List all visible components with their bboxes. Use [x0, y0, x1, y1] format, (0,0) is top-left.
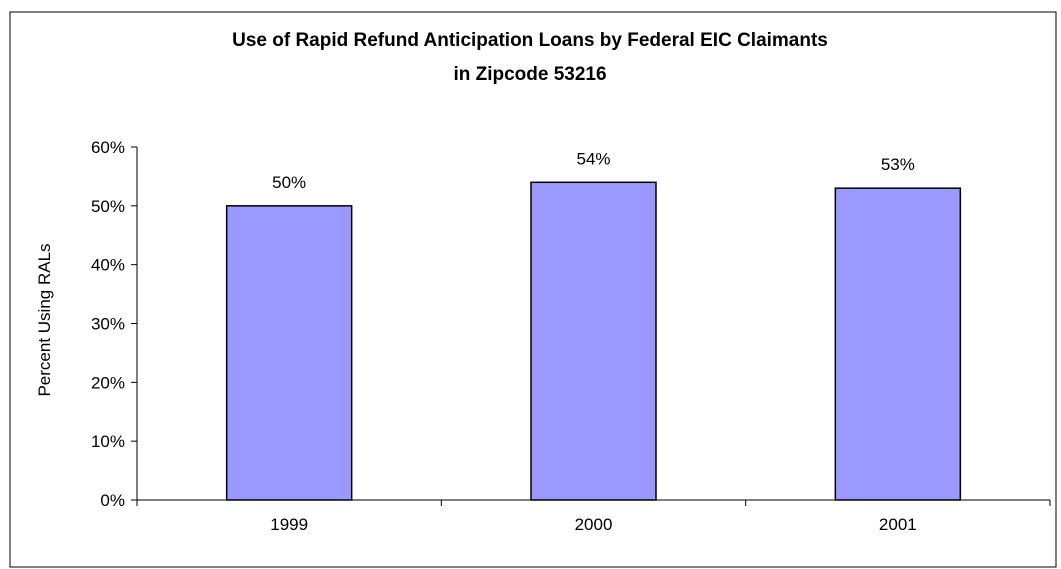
data-label-2001: 53%	[881, 155, 915, 174]
data-labels: 50% 54% 53%	[272, 149, 915, 192]
x-tick-label: 2001	[879, 515, 917, 534]
bars-series	[225, 181, 962, 501]
x-tick-label: 2000	[575, 515, 613, 534]
chart-title: Use of Rapid Refund Anticipation Loans b…	[232, 30, 828, 51]
y-axis-title: Percent Using RALs	[35, 243, 54, 396]
bar-1999	[225, 205, 353, 501]
bar-2000	[530, 181, 657, 501]
y-tick-label: 50%	[91, 197, 125, 216]
plot-area: 0% 10% 20% 30% 40% 50% 60% 1999 2000 2001 50% 54%…	[91, 138, 1051, 534]
y-tick-label: 60%	[91, 138, 125, 157]
y-axis: 0% 10% 20% 30% 40% 50% 60%	[91, 138, 138, 510]
data-label-2000: 54%	[576, 149, 610, 168]
y-tick-label: 10%	[91, 432, 125, 451]
y-tick-label: 0%	[100, 491, 125, 510]
y-tick-label: 30%	[91, 315, 125, 334]
y-tick-label: 20%	[91, 373, 125, 392]
chart-subtitle: in Zipcode 53216	[453, 64, 606, 85]
data-label-1999: 50%	[272, 173, 306, 192]
x-tick-label: 1999	[270, 515, 308, 534]
y-tick-label: 40%	[91, 256, 125, 275]
bar-2001	[834, 187, 962, 501]
